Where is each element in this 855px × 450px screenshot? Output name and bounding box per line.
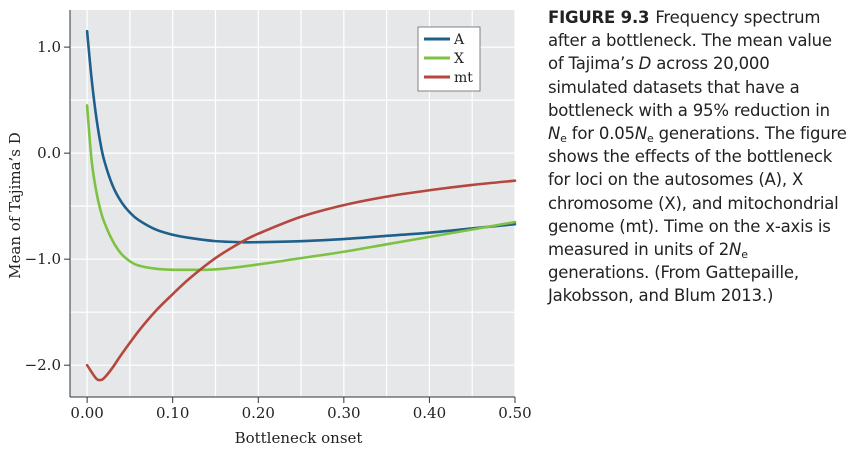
y-tick-label: 0.0 [37,144,61,162]
legend-label-A: A [453,32,465,48]
tajima-d-line-chart: 0.00 0.10 0.20 0.30 0.40 0.50 1.0 0.0 −1.0 −2.0 Bo… [6,10,532,447]
x-tick-label: 0.20 [242,404,275,422]
caption-text-2: D [638,54,652,74]
x-axis-label: Bottleneck onset [235,429,363,447]
series-line-A [85,29,517,244]
y-tick-label: −2.0 [25,356,61,374]
caption-subscript-1: e [560,132,567,146]
legend-label-X: X [454,51,464,67]
caption-text-10: N [729,240,742,260]
x-tick-label: 0.40 [413,404,446,422]
caption-text-7: N [634,124,648,144]
figure-caption: FIGURE 9.3 Frequency spectrum after a bot… [548,6,850,308]
caption-text-1: Frequency spectrum after a bottleneck. T… [548,8,832,74]
x-tick-label: 0.00 [70,404,103,422]
caption-text-9: generations. The figure shows the effect… [548,124,847,260]
figure-label: FIGURE 9.3 [548,8,650,27]
y-tick-label: −1.0 [25,250,61,268]
series-line-X [85,104,517,272]
caption-text-6: for 0.05 [566,124,635,144]
caption-text-4: N [548,124,561,144]
x-tick-label: 0.10 [156,404,189,422]
legend-label-mt: mt [454,70,473,86]
caption-subscript-3: e [741,248,748,262]
x-tick-label: 0.30 [327,404,360,422]
series-line-mt [85,179,517,382]
y-axis-label: Mean of Tajima’s D [6,132,24,279]
caption-subscript-2: e [647,132,654,146]
caption-text-3: across 20,000 simulated datasets that ha… [548,54,830,120]
x-tick-label: 0.50 [498,404,531,422]
caption-text-12: generations. (From Gattepaille, Jakobsso… [548,263,799,306]
y-tick-label: 1.0 [37,38,61,56]
